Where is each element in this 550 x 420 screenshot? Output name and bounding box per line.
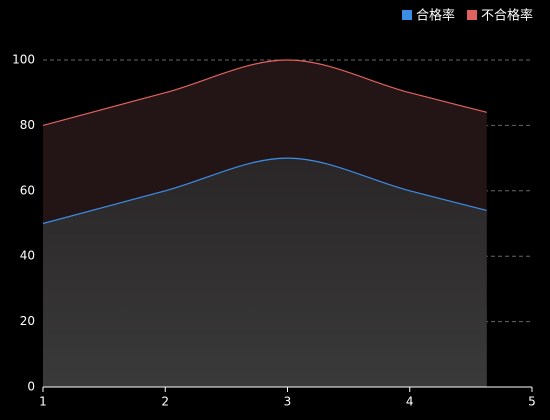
y-tick-label: 100 [12, 53, 35, 67]
y-tick-label: 0 [27, 380, 35, 394]
x-tick-label: 4 [406, 395, 414, 409]
line [42, 59, 487, 126]
x-tick-label: 1 [39, 395, 47, 409]
y-tick-label: 40 [20, 249, 35, 263]
line [42, 157, 487, 225]
x-tick-label: 2 [161, 395, 169, 409]
x-tick-label: 5 [528, 395, 536, 409]
x-tick-label: 3 [284, 395, 292, 409]
legend-label: 合格率 [416, 8, 455, 24]
y-tick-label: 20 [20, 314, 35, 328]
legend-swatch [402, 10, 412, 20]
legend-label: 不合格率 [481, 8, 533, 24]
area [43, 158, 487, 387]
y-tick-label: 60 [20, 183, 35, 197]
legend-swatch [467, 10, 478, 20]
y-tick-label: 80 [20, 118, 35, 132]
